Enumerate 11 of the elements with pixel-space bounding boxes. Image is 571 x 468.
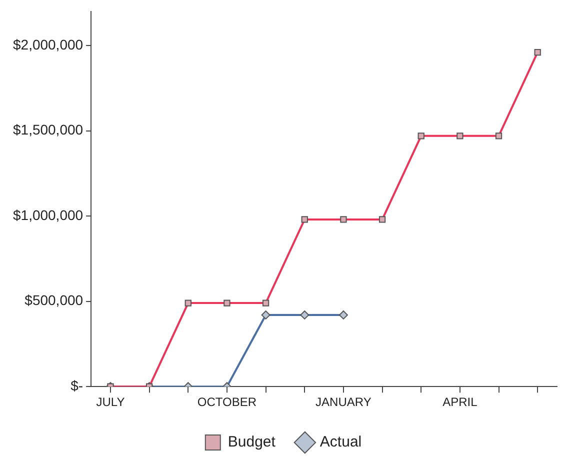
y-tick-label: $1,500,000 — [12, 122, 84, 138]
x-tick-label: JANUARY — [316, 395, 372, 410]
y-tick-label: $- — [70, 377, 84, 394]
y-tick-label: $500,000 — [24, 292, 84, 308]
legend-label: Actual — [320, 434, 362, 451]
legend-label: Budget — [228, 434, 276, 451]
y-tick-label: $2,000,000 — [12, 36, 84, 52]
y-tick-label: $1,000,000 — [12, 206, 84, 223]
x-tick-label: JULY — [96, 395, 125, 410]
x-tick-label: OCTOBER — [197, 395, 257, 410]
x-tick-label: APRIL — [442, 395, 478, 410]
